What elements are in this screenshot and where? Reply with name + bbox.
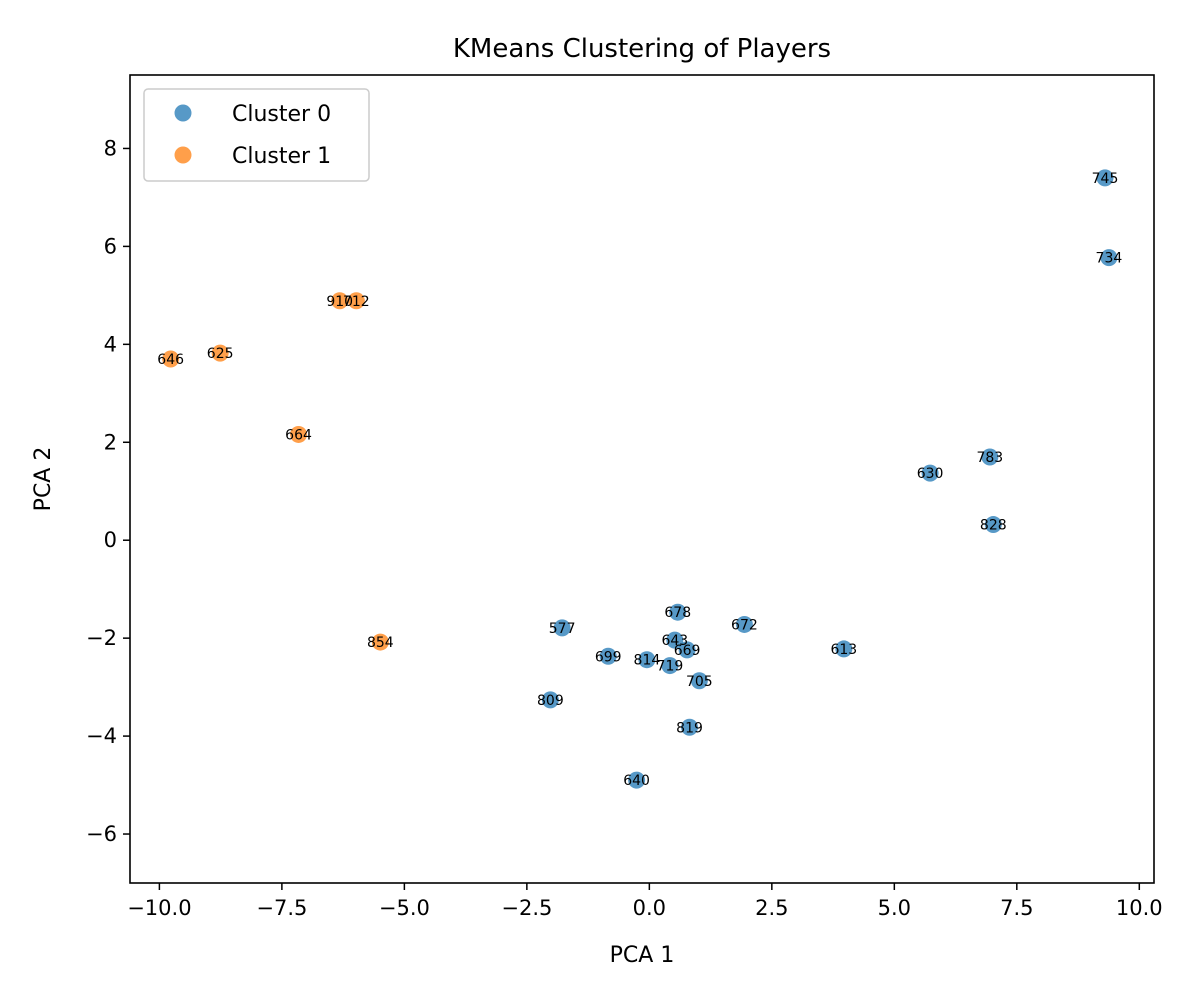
y-axis-label: PCA 2	[31, 447, 56, 512]
data-point	[1100, 249, 1118, 267]
point-label: 910	[326, 294, 353, 310]
point-label: 705	[686, 674, 713, 690]
data-point	[599, 647, 617, 665]
point-label: 630	[917, 466, 944, 482]
legend: Cluster 0 Cluster 1	[143, 88, 370, 182]
point-label: 672	[731, 617, 758, 633]
point-label: 854	[367, 635, 394, 651]
data-point	[666, 631, 684, 649]
data-point	[638, 651, 656, 669]
x-tick-label: −2.5	[501, 896, 552, 920]
y-tick-label: 6	[104, 234, 117, 258]
data-point	[331, 292, 349, 310]
x-tick-label: 7.5	[1000, 896, 1033, 920]
data-point	[669, 603, 687, 621]
point-label: 699	[595, 649, 622, 665]
y-tick-label: 4	[104, 332, 117, 356]
point-label: 809	[537, 693, 564, 709]
data-point	[835, 640, 853, 658]
x-tick-label: 2.5	[755, 896, 788, 920]
plot-points	[162, 169, 1118, 789]
legend-frame	[143, 88, 370, 182]
y-tick-label: −6	[86, 822, 117, 846]
x-tick-label: −10.0	[127, 896, 191, 920]
data-point	[162, 350, 180, 368]
x-tick-label: 5.0	[878, 896, 911, 920]
point-label: 719	[657, 659, 684, 675]
y-tick-label: −2	[86, 626, 117, 650]
data-point	[371, 633, 389, 651]
point-label: 646	[157, 352, 184, 368]
legend-label-cluster-1: Cluster 1	[232, 144, 331, 169]
plot-frame	[129, 74, 1155, 884]
data-point	[347, 292, 365, 310]
legend-marker-cluster-0	[174, 104, 192, 122]
data-point	[628, 771, 646, 789]
x-axis-ticks: −10.0 −7.5 −5.0 −2.5 0.0 2.5 5.0 7.5 10.0	[127, 883, 1163, 920]
data-point	[553, 619, 571, 637]
x-tick-label: 10.0	[1116, 896, 1163, 920]
data-point	[681, 718, 699, 736]
point-label: 712	[343, 294, 370, 310]
point-label: 678	[664, 605, 691, 621]
point-label: 814	[634, 653, 661, 669]
y-tick-label: −4	[86, 724, 117, 748]
y-axis-ticks: −6 −4 −2 0 2 4 6 8	[86, 136, 130, 846]
y-tick-label: 0	[104, 528, 117, 552]
point-label: 664	[285, 427, 312, 443]
point-label: 613	[830, 642, 857, 658]
x-axis-label: PCA 1	[610, 943, 675, 968]
x-tick-label: −5.0	[379, 896, 430, 920]
data-point	[1096, 169, 1114, 187]
point-label: 819	[676, 720, 703, 736]
x-tick-label: 0.0	[633, 896, 666, 920]
data-point	[678, 641, 696, 659]
data-point	[984, 516, 1002, 534]
x-tick-label: −7.5	[256, 896, 307, 920]
point-label: 625	[207, 346, 234, 362]
point-label: 643	[661, 633, 688, 649]
y-tick-label: 8	[104, 136, 117, 160]
legend-label-cluster-0: Cluster 0	[232, 102, 331, 127]
data-point	[921, 464, 939, 482]
data-point	[735, 615, 753, 633]
data-point	[981, 448, 999, 466]
point-label: 828	[980, 518, 1007, 534]
point-label: 783	[976, 450, 1003, 466]
legend-marker-cluster-1	[174, 146, 192, 164]
data-point	[690, 672, 708, 690]
data-point	[541, 691, 559, 709]
y-tick-label: 2	[104, 430, 117, 454]
point-label: 669	[674, 643, 701, 659]
point-label: 577	[549, 621, 576, 637]
chart-title: KMeans Clustering of Players	[453, 34, 831, 64]
data-point	[290, 425, 308, 443]
point-label: 640	[623, 773, 650, 789]
point-label: 734	[1096, 251, 1123, 267]
data-point	[661, 657, 679, 675]
point-label: 745	[1092, 171, 1119, 187]
data-point	[211, 344, 229, 362]
